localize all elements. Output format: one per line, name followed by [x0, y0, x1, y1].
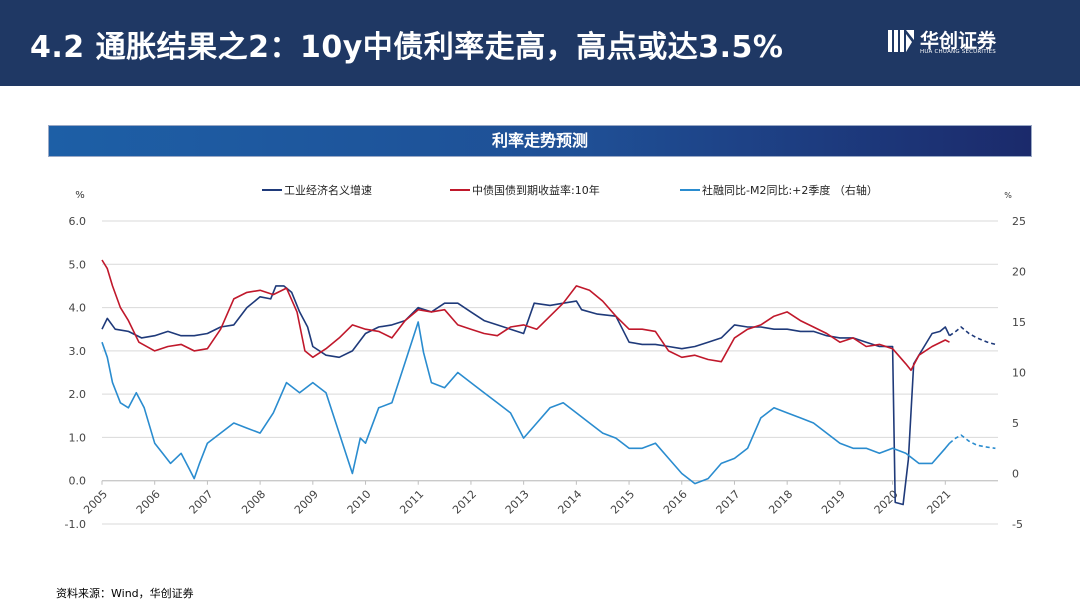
x-tick-label: 2005	[81, 488, 110, 517]
x-tick-label: 2007	[187, 488, 216, 517]
source-note: 资料来源：Wind，华创证券	[56, 587, 194, 600]
logo-mark-icon	[888, 30, 914, 52]
right-axis: -5 0 5 10 15 20 25	[1012, 215, 1026, 531]
left-axis-unit: %	[75, 190, 85, 201]
series-line	[101, 259, 950, 372]
logo-text-cn: 华创证券	[920, 30, 997, 52]
x-tick-label: 2012	[450, 488, 479, 517]
right-tick-label: 20	[1012, 266, 1026, 279]
series-lines	[101, 259, 996, 506]
x-tick-label: 2010	[345, 488, 374, 517]
left-tick-label: 5.0	[69, 258, 87, 271]
left-axis: -1.0 0.0 1.0 2.0 3.0 4.0 5.0 6.0	[65, 215, 86, 531]
legend: 工业经济名义增速 中债国债到期收益率:10年 社融同比-M2同比:+2季度 （右轴）	[262, 183, 878, 197]
x-tick-label: 2017	[714, 488, 743, 517]
legend-label: 工业经济名义增速	[284, 183, 372, 197]
x-tick-label: 2008	[239, 488, 268, 517]
legend-label: 中债国债到期收益率:10年	[472, 183, 600, 197]
left-tick-label: 1.0	[69, 431, 87, 444]
x-tick-label: 2006	[134, 488, 163, 517]
page-title: 4.2 通胀结果之2：10y中债利率走高，高点或达3.5%	[30, 30, 784, 65]
x-tick-label: 2018	[766, 488, 795, 517]
right-tick-label: 25	[1012, 215, 1026, 228]
x-tick-label: 2013	[503, 488, 532, 517]
left-tick-label: 3.0	[69, 345, 87, 358]
legend-label: 社融同比-M2同比:+2季度 （右轴）	[702, 183, 878, 197]
chart-title-banner: 利率走势预测	[48, 125, 1032, 157]
series-line	[101, 285, 951, 506]
left-tick-label: 4.0	[69, 302, 87, 315]
left-tick-label: 0.0	[69, 475, 87, 488]
left-tick-label: 6.0	[69, 215, 87, 228]
x-tick-label: 2021	[924, 488, 953, 517]
series-line	[948, 434, 996, 450]
right-tick-label: 15	[1012, 316, 1026, 329]
right-tick-label: 10	[1012, 367, 1026, 380]
x-tick-label: 2015	[608, 488, 637, 517]
grid-lines	[102, 220, 998, 525]
x-tick-label: 2016	[661, 488, 690, 517]
right-axis-unit: %	[1004, 191, 1012, 200]
logo-text-en: HUA CHUANG SECURITIES	[920, 49, 996, 55]
right-tick-label: 5	[1012, 417, 1019, 430]
header-bar: 4.2 通胀结果之2：10y中债利率走高，高点或达3.5% 华创证券 HUA C…	[0, 0, 1080, 86]
series-line	[949, 326, 996, 346]
series-line	[101, 321, 951, 485]
x-axis: 2005 2006 2007 2008 2009 2010 2011 2012 2013 2014…	[81, 480, 998, 517]
chart-title: 利率走势预测	[491, 131, 588, 150]
x-tick-label: 2011	[397, 488, 426, 517]
x-tick-label: 2019	[819, 488, 848, 517]
left-tick-label: 2.0	[69, 388, 87, 401]
left-tick-label: -1.0	[65, 518, 86, 531]
line-chart: -1.0 0.0 1.0 2.0 3.0 4.0 5.0 6.0 -5 0 5 10 15 20 25 2…	[65, 183, 1026, 531]
right-tick-label: 0	[1012, 468, 1019, 481]
company-logo: 华创证券 HUA CHUANG SECURITIES	[888, 28, 1008, 62]
x-tick-label: 2014	[555, 488, 584, 517]
right-tick-label: -5	[1012, 518, 1023, 531]
x-tick-label: 2009	[292, 488, 321, 517]
